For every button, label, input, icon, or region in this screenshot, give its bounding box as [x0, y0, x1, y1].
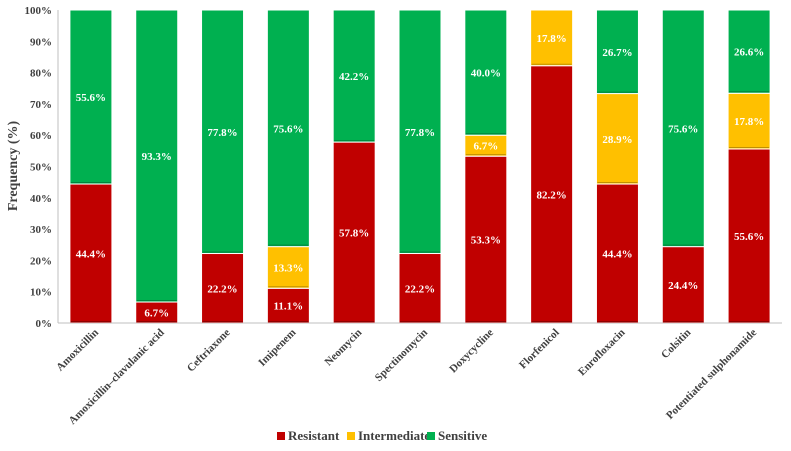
y-axis: 0% 10% 20% 30% 40% 50% 60% 70% 80% 90% 100% — [25, 5, 59, 330]
data-label-resistant-enrofloxacin: 44.4% — [602, 249, 632, 261]
bars-group: 44.4% 55.6% 6.7% 93.3% 22.2% 77.8% 11.1% 13.3% 7… — [69, 9, 771, 324]
bar-sensitive-doxycycline — [464, 9, 508, 136]
x-tick-label-enrofloxacin: Enrofloxacin — [576, 327, 628, 379]
data-label-resistant-florfenicol: 82.2% — [537, 189, 567, 201]
bar-resistant-imipenem — [266, 287, 310, 324]
data-label-sensitive-spectinomycin: 77.8% — [405, 127, 435, 139]
x-tick-label-imipenem: Imipenem — [256, 327, 298, 369]
data-label-sensitive-ceftriaxone: 77.8% — [207, 127, 237, 139]
data-label-sensitive-colsitin: 75.6% — [668, 123, 698, 135]
bar-sensitive-enrofloxacin — [595, 9, 639, 95]
legend-swatch-sensitive — [427, 432, 435, 440]
data-label-resistant-ceftriaxone: 22.2% — [207, 283, 237, 295]
legend-label-resistant: Resistant — [288, 428, 340, 443]
bar-resistant-potentiated-sulphonamide — [727, 148, 771, 324]
data-label-resistant-colsitin: 24.4% — [668, 280, 698, 292]
y-tick-label: 60% — [30, 130, 52, 142]
bar-sensitive-colsitin — [661, 9, 705, 248]
legend: Resistant Intermediate Sensitive — [277, 428, 487, 443]
bar-resistant-doxycycline — [464, 155, 508, 324]
bar-resistant-neomycin — [332, 141, 376, 324]
y-tick-label: 90% — [30, 36, 52, 48]
data-label-sensitive-imipenem: 75.6% — [273, 123, 303, 135]
x-tick-label-doxycycline: Doxycycline — [447, 327, 496, 376]
y-tick-label: 50% — [30, 162, 52, 174]
data-label-sensitive-doxycycline: 40.0% — [471, 68, 501, 80]
x-tick-label-spectinomycin: Spectinomycin — [373, 327, 430, 384]
y-tick-label: 70% — [30, 99, 52, 111]
legend-swatch-intermediate — [347, 432, 355, 440]
y-tick-label: 0% — [36, 318, 53, 330]
bar-sensitive-neomycin — [332, 9, 376, 143]
x-tick-label-florfenicol: Florfenicol — [517, 327, 562, 372]
legend-label-sensitive: Sensitive — [438, 428, 487, 443]
data-label-resistant-spectinomycin: 22.2% — [405, 283, 435, 295]
data-label-resistant-potentiated-sulphonamide: 55.6% — [734, 231, 764, 243]
data-label-intermediate-florfenicol: 17.8% — [537, 33, 567, 45]
bar-resistant-enrofloxacin — [595, 183, 639, 324]
data-label-sensitive-neomycin: 42.2% — [339, 71, 369, 83]
bar-sensitive-spectinomycin — [398, 9, 442, 255]
x-tick-label-neomycin: Neomycin — [323, 327, 365, 369]
bar-sensitive-imipenem — [266, 9, 310, 248]
data-label-resistant-neomycin: 57.8% — [339, 228, 369, 240]
data-label-resistant-amoxicillin-clavulanic-acid: 6.7% — [144, 308, 169, 320]
bar-resistant-ceftriaxone — [201, 253, 245, 324]
x-tick-label-ceftriaxone: Ceftriaxone — [185, 327, 233, 375]
bar-sensitive-amoxicillin-clavulanic-acid — [135, 9, 179, 303]
y-tick-label: 80% — [30, 68, 52, 80]
y-axis-title: Frequency (%) — [6, 120, 21, 211]
y-tick-label: 20% — [30, 255, 52, 267]
data-label-resistant-doxycycline: 53.3% — [471, 235, 501, 247]
y-tick-label: 30% — [30, 224, 52, 236]
bar-resistant-spectinomycin — [398, 253, 442, 324]
y-tick-label: 100% — [25, 5, 53, 17]
data-label-sensitive-amoxicillin: 55.6% — [76, 92, 106, 104]
data-label-sensitive-potentiated-sulphonamide: 26.6% — [734, 47, 764, 59]
y-tick-label: 40% — [30, 193, 52, 205]
data-label-resistant-imipenem: 11.1% — [274, 301, 304, 313]
bar-resistant-colsitin — [661, 246, 705, 324]
data-label-intermediate-enrofloxacin: 28.9% — [602, 134, 632, 146]
bar-intermediate-enrofloxacin — [595, 93, 639, 185]
bar-sensitive-ceftriaxone — [201, 9, 245, 255]
x-tick-label-colsitin: Colsitin — [659, 327, 693, 361]
data-label-resistant-amoxicillin: 44.4% — [76, 249, 106, 261]
data-label-sensitive-amoxicillin-clavulanic-acid: 93.3% — [142, 151, 172, 163]
bar-sensitive-amoxicillin — [69, 9, 113, 185]
y-tick-label: 10% — [30, 287, 52, 299]
data-label-intermediate-potentiated-sulphonamide: 17.8% — [734, 116, 764, 128]
legend-label-intermediate: Intermediate — [358, 428, 430, 443]
data-label-sensitive-enrofloxacin: 26.7% — [602, 47, 632, 59]
x-tick-label-amoxicillin: Amoxicillin — [54, 327, 101, 374]
bar-intermediate-florfenicol — [530, 9, 574, 67]
legend-swatch-resistant — [277, 432, 285, 440]
bar-sensitive-potentiated-sulphonamide — [727, 9, 771, 94]
data-label-intermediate-doxycycline: 6.7% — [473, 141, 498, 153]
bar-intermediate-potentiated-sulphonamide — [727, 92, 771, 150]
data-label-intermediate-imipenem: 13.3% — [273, 262, 303, 274]
